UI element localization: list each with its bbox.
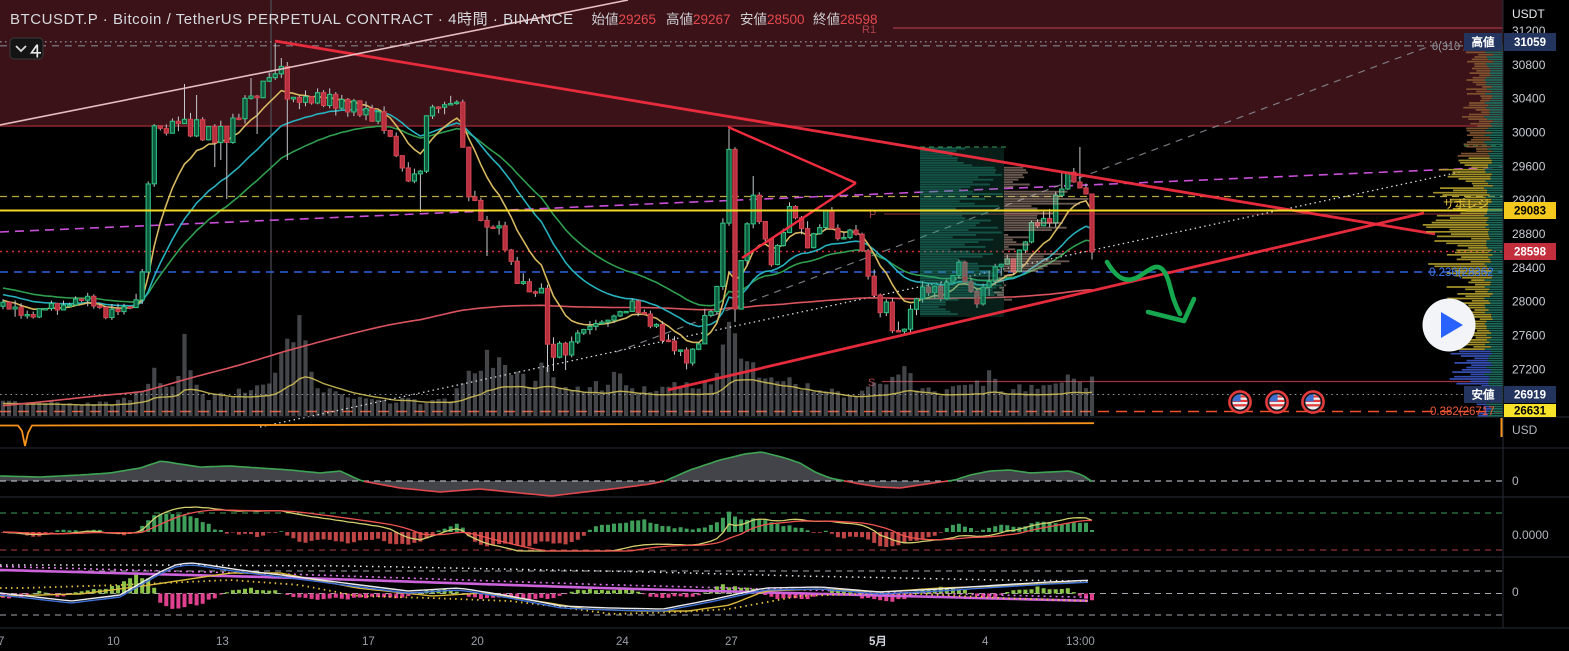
svg-text:始値29265: 始値29265 — [592, 12, 657, 27]
svg-text:高値: 高値 — [1472, 35, 1495, 49]
svg-text:安値: 安値 — [1472, 388, 1495, 402]
svg-text:17: 17 — [362, 636, 375, 648]
svg-text:24: 24 — [616, 636, 629, 648]
svg-text:S: S — [868, 377, 875, 389]
svg-text:30800: 30800 — [1512, 58, 1546, 72]
svg-text:R1: R1 — [862, 24, 876, 36]
svg-text:4: 4 — [982, 636, 989, 648]
svg-text:29600: 29600 — [1512, 159, 1546, 173]
svg-text:0.382(26717: 0.382(26717 — [1430, 406, 1495, 418]
svg-text:BTCUSDT.P · Bitcoin / TetherUS: BTCUSDT.P · Bitcoin / TetherUS PERPETUAL… — [10, 11, 574, 28]
svg-text:0: 0 — [1512, 474, 1519, 488]
svg-text:13: 13 — [216, 636, 229, 648]
svg-text:7: 7 — [0, 636, 4, 648]
svg-text:28000: 28000 — [1512, 295, 1546, 309]
svg-text:27200: 27200 — [1512, 362, 1546, 376]
svg-text:13:00: 13:00 — [1066, 636, 1095, 648]
svg-text:0: 0 — [1512, 585, 1519, 599]
svg-text:26919: 26919 — [1514, 390, 1546, 402]
svg-text:5月: 5月 — [869, 635, 887, 648]
svg-text:28598: 28598 — [1514, 247, 1547, 259]
svg-text:終値28598: 終値28598 — [813, 12, 878, 27]
svg-text:26631: 26631 — [1514, 406, 1547, 418]
svg-text:20: 20 — [471, 636, 484, 648]
svg-text:10: 10 — [107, 636, 120, 648]
svg-text:27600: 27600 — [1512, 329, 1546, 343]
svg-text:30400: 30400 — [1512, 92, 1546, 106]
svg-text:28800: 28800 — [1512, 227, 1546, 241]
svg-text:USDT: USDT — [1512, 7, 1545, 21]
svg-text:27: 27 — [725, 636, 738, 648]
svg-text:28400: 28400 — [1512, 261, 1546, 275]
svg-text:0.236(28362: 0.236(28362 — [1429, 267, 1494, 279]
svg-text:29083: 29083 — [1514, 206, 1546, 218]
svg-text:31059: 31059 — [1514, 37, 1546, 49]
svg-text:0.0000: 0.0000 — [1512, 528, 1549, 542]
svg-text:安値28500: 安値28500 — [740, 12, 805, 27]
svg-text:P: P — [869, 209, 876, 221]
svg-text:高値29267: 高値29267 — [666, 11, 731, 27]
svg-text:サポレジ: サポレジ — [1443, 198, 1489, 211]
svg-text:30000: 30000 — [1512, 126, 1546, 140]
svg-text:USD: USD — [1512, 423, 1538, 437]
svg-text:0(310: 0(310 — [1432, 41, 1460, 53]
